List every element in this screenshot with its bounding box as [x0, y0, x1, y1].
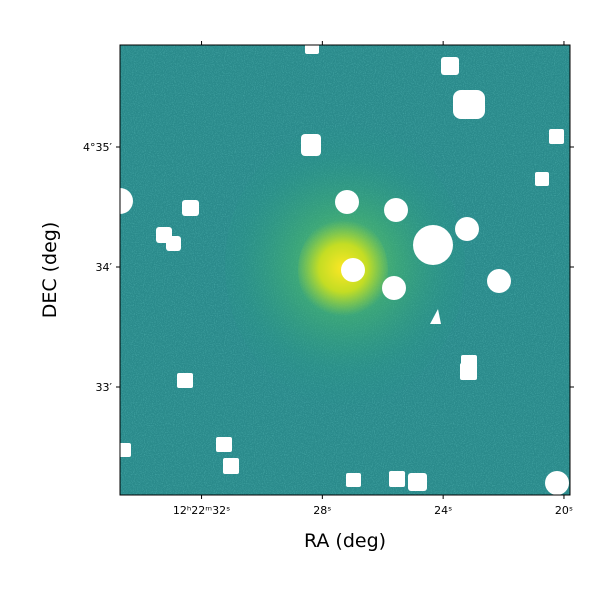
y-tick-label: 33′	[96, 381, 113, 394]
y-axis-label: DEC (deg)	[39, 222, 61, 319]
x-axis-label: RA (deg)	[304, 530, 386, 552]
y-tick-label: 34′	[96, 261, 113, 274]
x-tick-label: 12ʰ22ᵐ32ˢ	[173, 504, 230, 517]
sky-image	[120, 45, 570, 495]
x-tick-label: 20ˢ	[555, 504, 573, 517]
x-tick-label: 28ˢ	[313, 504, 331, 517]
y-tick-label: 4°35′	[83, 141, 112, 154]
plot-frame	[119, 44, 571, 496]
masks	[120, 45, 569, 495]
x-tick-label: 24ˢ	[434, 504, 452, 517]
